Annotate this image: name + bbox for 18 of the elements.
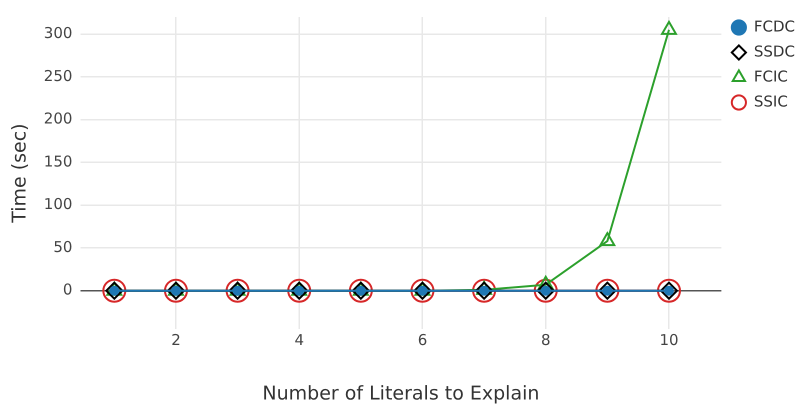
- y-axis-title: Time (sec): [8, 123, 30, 224]
- legend-label: FCIC: [754, 67, 788, 86]
- x-tick-label: 8: [540, 331, 551, 350]
- x-tick-label: 2: [171, 331, 181, 350]
- y-tick-label: 200: [44, 110, 72, 128]
- legend-label: FCDC: [754, 17, 796, 36]
- x-tick-label: 6: [418, 331, 428, 350]
- y-tick-label: 0: [62, 280, 72, 299]
- y-tick-label: 100: [44, 195, 72, 214]
- x-tick-label: 10: [659, 331, 679, 350]
- x-axis-title: Number of Literals to Explain: [262, 382, 540, 405]
- y-tick-label: 300: [44, 24, 72, 42]
- y-tick-label: 250: [44, 66, 72, 85]
- x-tick-label: 4: [294, 331, 304, 350]
- legend-label: SSDC: [754, 42, 795, 60]
- y-tick-label: 50: [53, 238, 72, 256]
- y-tick-label: 150: [44, 152, 72, 170]
- legend-label: SSIC: [754, 92, 788, 110]
